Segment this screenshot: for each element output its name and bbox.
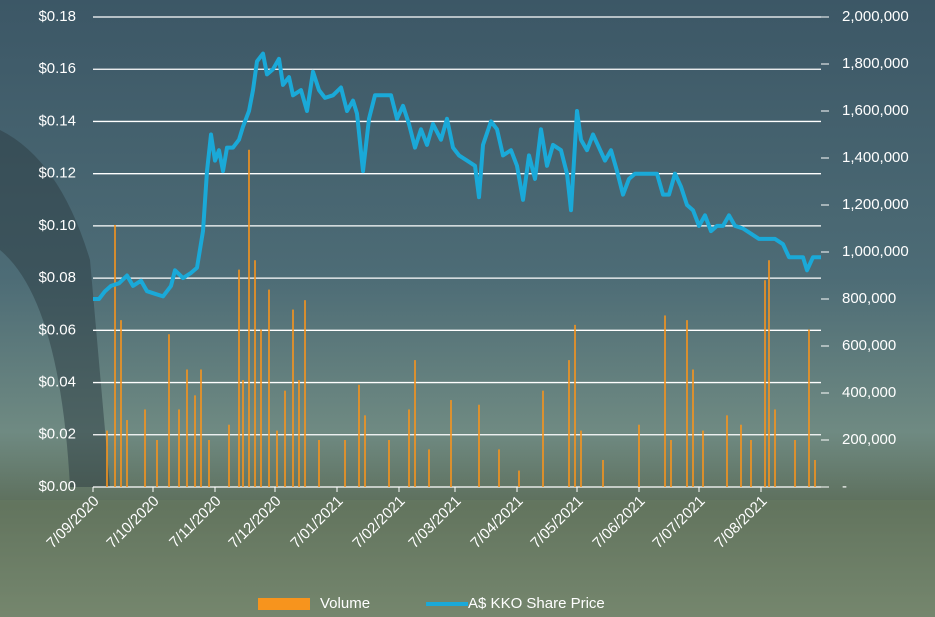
volume-bar xyxy=(318,440,320,487)
page: {"chart_data": { "type": "bar-line", "xl… xyxy=(0,0,935,617)
y2-tick-label: 1,800,000 xyxy=(842,55,909,72)
y-tick-label: $0.04 xyxy=(38,374,76,391)
volume-bar xyxy=(670,440,672,487)
volume-bar xyxy=(186,370,188,488)
volume-bar xyxy=(808,330,810,487)
y-tick-label: $0.06 xyxy=(38,321,76,338)
volume-bar xyxy=(428,449,430,487)
y2-tick-label: - xyxy=(842,478,847,495)
volume-bar xyxy=(602,460,604,487)
volume-bar xyxy=(498,449,500,487)
volume-bar xyxy=(364,415,366,487)
volume-bar xyxy=(304,300,306,487)
volume-bar xyxy=(106,431,108,487)
volume-bar xyxy=(126,420,128,487)
volume-bar xyxy=(120,320,122,487)
volume-bar xyxy=(692,370,694,488)
y-tick-label: $0.02 xyxy=(38,426,76,443)
volume-bar xyxy=(580,431,582,487)
volume-bar xyxy=(638,425,640,487)
volume-bar xyxy=(518,471,520,487)
y-tick-label: $0.16 xyxy=(38,60,76,77)
y-tick-label: $0.12 xyxy=(38,165,76,182)
volume-bar xyxy=(242,380,244,487)
volume-bar xyxy=(542,391,544,487)
volume-bar xyxy=(478,405,480,487)
y2-tick-label: 1,000,000 xyxy=(842,243,909,260)
volume-bar xyxy=(178,409,180,487)
volume-bar xyxy=(450,400,452,487)
volume-bar xyxy=(238,270,240,487)
volume-bar xyxy=(200,370,202,488)
volume-bar xyxy=(388,440,390,487)
volume-bar xyxy=(740,425,742,487)
volume-bar xyxy=(414,360,416,487)
volume-bar xyxy=(794,440,796,487)
chart: $0.00 $0.02 $0.04 $0.06 $0.08 $0.10 $0.12 $0.14… xyxy=(0,0,935,617)
y2-tick-label: 1,400,000 xyxy=(842,149,909,166)
y-tick-label: $0.08 xyxy=(38,269,76,286)
volume-bar xyxy=(292,310,294,487)
volume-bar xyxy=(768,260,770,487)
volume-bar xyxy=(568,360,570,487)
volume-bar xyxy=(774,409,776,487)
y-tick-label: $0.18 xyxy=(38,8,76,25)
volume-bar xyxy=(168,334,170,487)
volume-bar xyxy=(408,409,410,487)
volume-bar xyxy=(298,380,300,487)
volume-bar xyxy=(764,280,766,487)
volume-bar xyxy=(284,391,286,487)
volume-bar xyxy=(686,320,688,487)
legend-label: A$ KKO Share Price xyxy=(468,595,605,612)
y-tick-label: $0.14 xyxy=(38,112,76,129)
volume-bar xyxy=(750,440,752,487)
y2-tick-label: 800,000 xyxy=(842,290,896,307)
y2-tick-label: 400,000 xyxy=(842,384,896,401)
volume-bar xyxy=(260,330,262,487)
volume-bar xyxy=(248,150,250,487)
y2-tick-label: 1,200,000 xyxy=(842,196,909,213)
volume-bar xyxy=(156,440,158,487)
legend-swatch xyxy=(258,598,310,610)
y-tick-label: $0.00 xyxy=(38,478,76,495)
volume-bar xyxy=(208,440,210,487)
y2-tick-label: 600,000 xyxy=(842,337,896,354)
y2-tick-label: 200,000 xyxy=(842,431,896,448)
y2-tick-label: 2,000,000 xyxy=(842,8,909,25)
volume-bar xyxy=(702,431,704,487)
volume-bar xyxy=(358,385,360,487)
volume-bar xyxy=(814,460,816,487)
volume-bar xyxy=(194,395,196,487)
volume-bar xyxy=(254,260,256,487)
y2-tick-label: 1,600,000 xyxy=(842,102,909,119)
volume-bar xyxy=(228,425,230,487)
volume-bar xyxy=(344,440,346,487)
volume-bar xyxy=(276,431,278,487)
y-tick-label: $0.10 xyxy=(38,217,76,234)
volume-bar xyxy=(268,290,270,487)
volume-bar xyxy=(664,315,666,487)
volume-bar xyxy=(726,415,728,487)
legend-label: Volume xyxy=(320,595,370,612)
volume-bar xyxy=(114,225,116,487)
volume-bar xyxy=(144,409,146,487)
volume-bar xyxy=(574,325,576,487)
